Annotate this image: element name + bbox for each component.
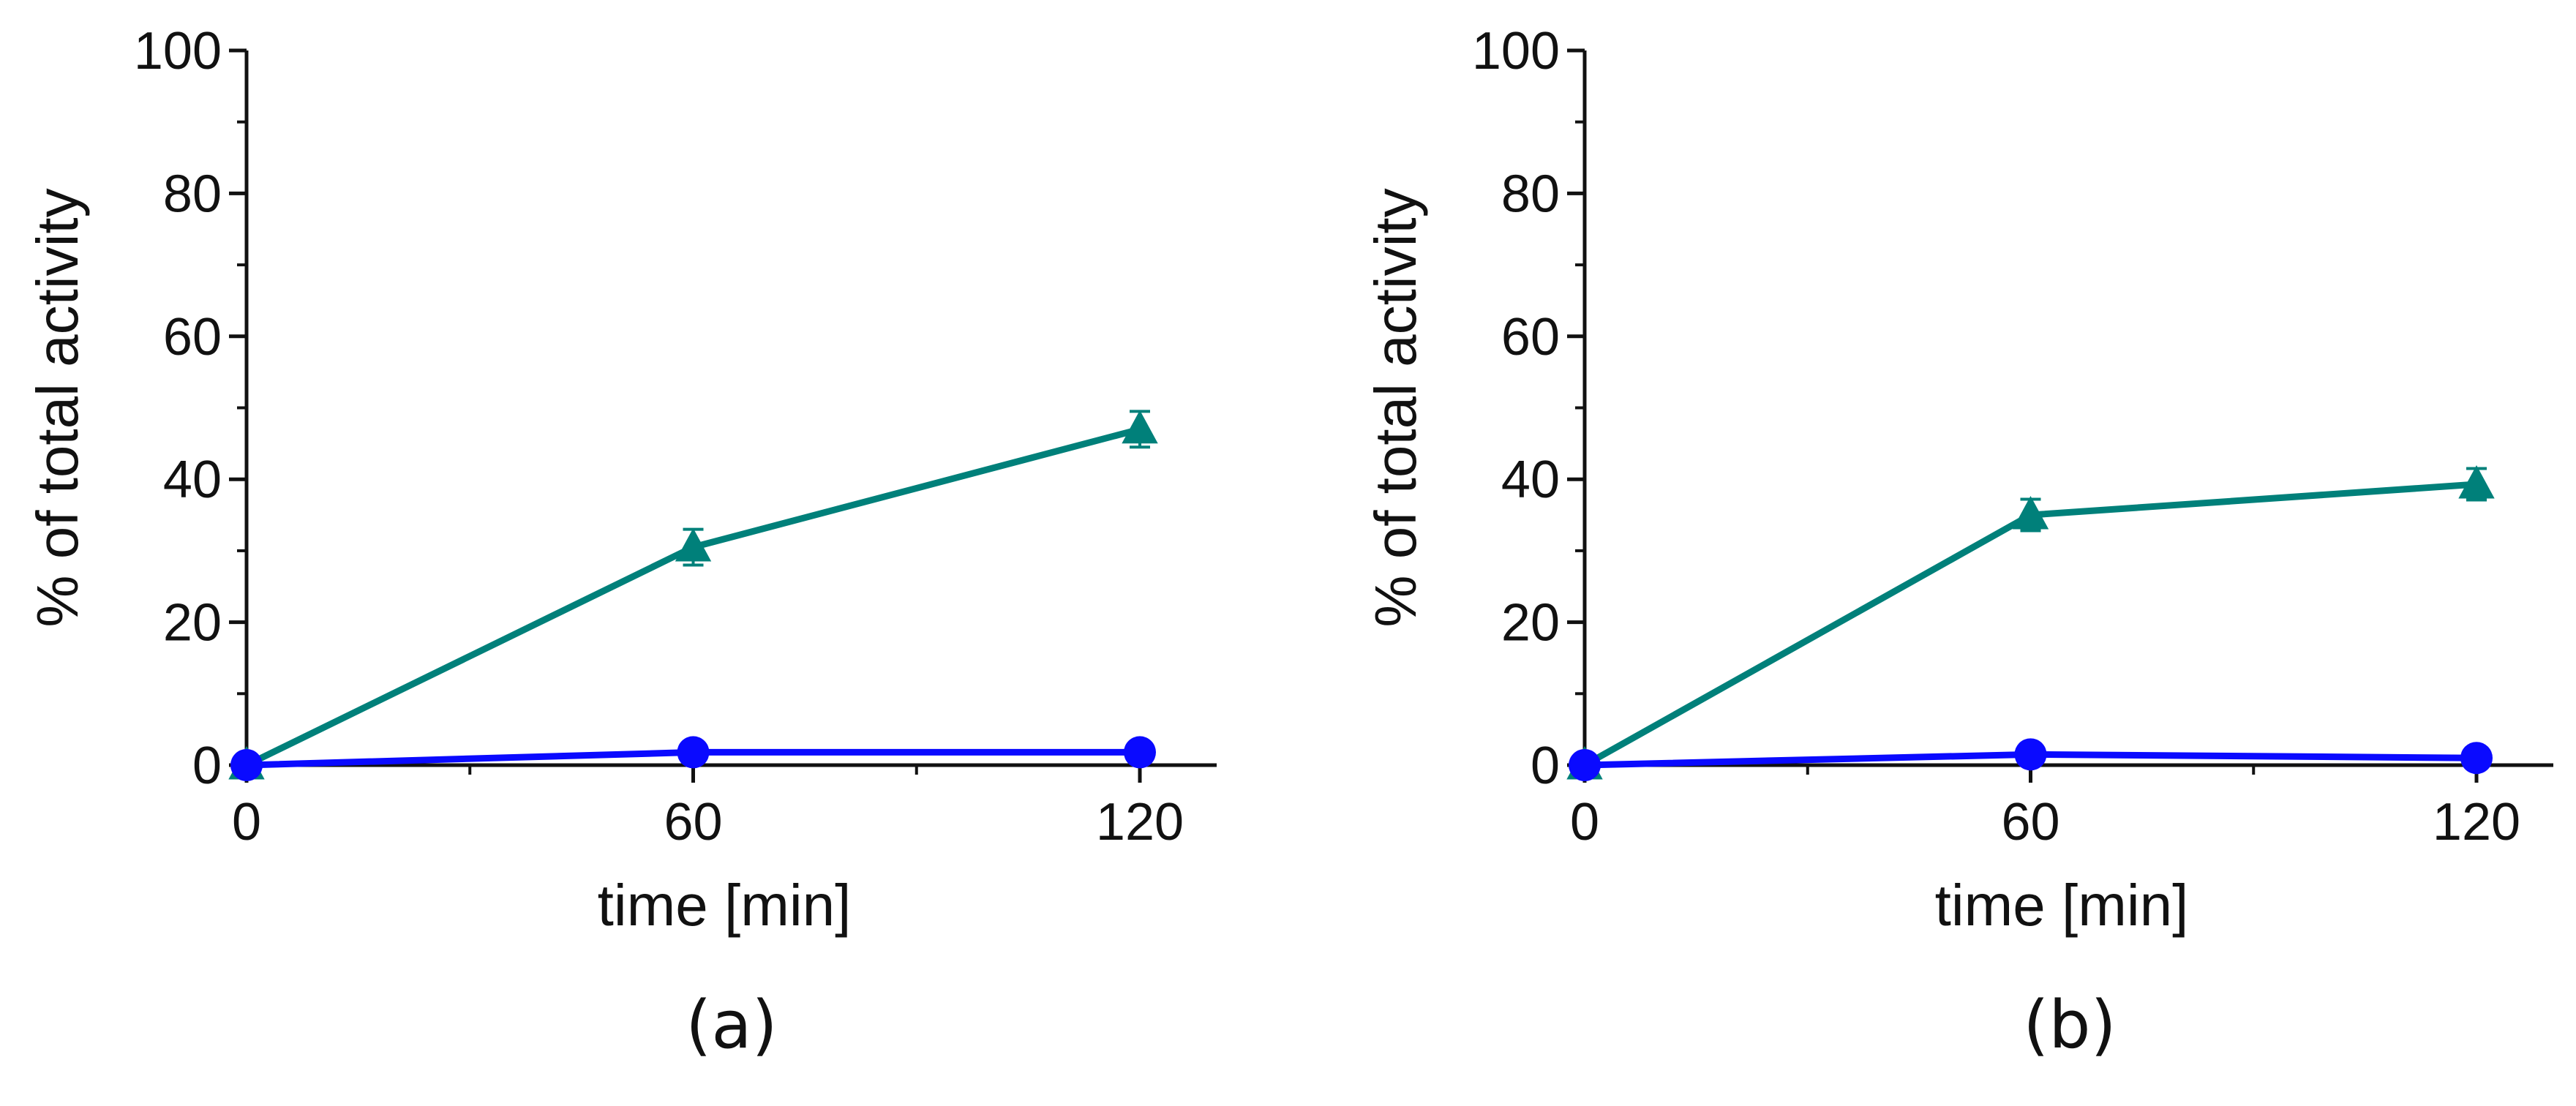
y-tick-label: 40: [163, 451, 222, 509]
x-tick-label: 0: [1570, 793, 1599, 851]
data-point-triangle: [2458, 465, 2495, 499]
y-axis-title: % of total activity: [1363, 188, 1428, 627]
x-tick-label: 60: [2001, 793, 2059, 851]
x-axis-title: time [min]: [1935, 873, 2189, 938]
y-tick-label: 80: [1501, 165, 1560, 223]
data-point-circle: [1569, 749, 1601, 781]
x-axis-title: time [min]: [598, 873, 852, 938]
series-teal-triangles: [1566, 465, 2495, 780]
y-tick-label: 20: [163, 594, 222, 652]
chart-panel-b: 0 20 40 60 80 100 0 60 120 time [min] % of total a…: [1363, 22, 2553, 1064]
series-blue-circles: [230, 736, 1156, 781]
x-tick-label: 120: [1096, 793, 1184, 851]
data-point-circle: [1124, 736, 1156, 769]
x-tick-label: 120: [2433, 793, 2520, 851]
data-point-circle: [2460, 742, 2493, 775]
y-tick-label: 0: [1531, 737, 1560, 795]
panel-label: (a): [686, 987, 777, 1064]
data-point-triangle: [1122, 410, 1158, 444]
data-point-circle: [677, 736, 710, 769]
x-tick-label: 0: [232, 793, 261, 851]
y-tick-label: 60: [163, 308, 222, 366]
panel-label: (b): [2023, 987, 2116, 1064]
series-blue-circles: [1569, 738, 2493, 781]
y-tick-label: 40: [1501, 451, 1560, 509]
series-line: [243, 426, 1144, 769]
data-point-triangle: [2012, 496, 2049, 530]
y-axis-title: % of total activity: [25, 188, 90, 627]
data-point-circle: [2014, 738, 2047, 771]
series-teal-triangles: [228, 410, 1158, 780]
y-tick-label: 20: [1501, 594, 1560, 652]
data-point-circle: [230, 749, 263, 781]
x-tick-label: 60: [664, 793, 722, 851]
data-point-triangle: [675, 528, 712, 562]
y-tick-label: 0: [192, 737, 222, 795]
y-tick-label: 60: [1501, 308, 1560, 366]
y-tick-label: 100: [134, 22, 222, 80]
y-tick-label: 100: [1472, 22, 1560, 80]
y-tick-label: 80: [163, 165, 222, 223]
chart-panel-a: 0 20 40 60 80 100 0 60 120 time [min] % of total a…: [25, 22, 1217, 1064]
